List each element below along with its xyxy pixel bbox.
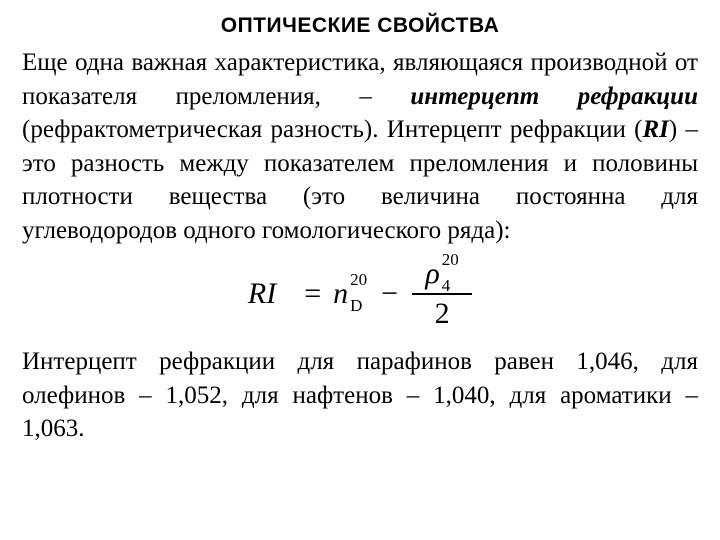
- var-n: n 20 D: [333, 277, 367, 311]
- formula-ri: RI = n 20 D − ρ 20 4 2: [22, 257, 698, 331]
- var-rho-sub: 4: [442, 278, 459, 294]
- abbr-ri: RI: [642, 116, 668, 143]
- para1-text-2: (рефрактометрическая разность). Интер­це…: [22, 116, 642, 143]
- formula-lhs-ri: RI: [248, 277, 276, 311]
- fraction-rho-over-2: ρ 20 4 2: [412, 257, 472, 331]
- para1-paren-close: ): [669, 116, 677, 143]
- equals-sign: =: [304, 277, 321, 311]
- minus-sign: −: [381, 277, 398, 311]
- page-title: ОПТИЧЕСКИЕ СВОЙСТВА: [22, 14, 698, 38]
- fraction-denominator: 2: [412, 293, 472, 331]
- document-page: ОПТИЧЕСКИЕ СВОЙСТВА Еще одна важная хара…: [0, 0, 720, 466]
- paragraph-intro: Еще одна важная характеристика, являющая…: [22, 46, 698, 247]
- fraction-numerator: ρ 20 4: [419, 257, 464, 293]
- var-n-sup: 20: [350, 272, 367, 288]
- paragraph-values: Интерцепт рефракции для парафинов равен …: [22, 345, 698, 446]
- var-rho-base: ρ: [425, 257, 439, 291]
- term-intercept-refraction: интерцепт рефракции: [410, 83, 698, 110]
- var-n-base: n: [333, 277, 348, 311]
- var-rho-subsup: 20 4: [442, 258, 459, 290]
- var-n-sub: D: [350, 298, 367, 314]
- var-n-subsup: 20 D: [350, 278, 367, 310]
- para2-text: Интерцепт рефракции для парафинов равен …: [22, 348, 698, 442]
- var-rho-sup: 20: [442, 252, 459, 268]
